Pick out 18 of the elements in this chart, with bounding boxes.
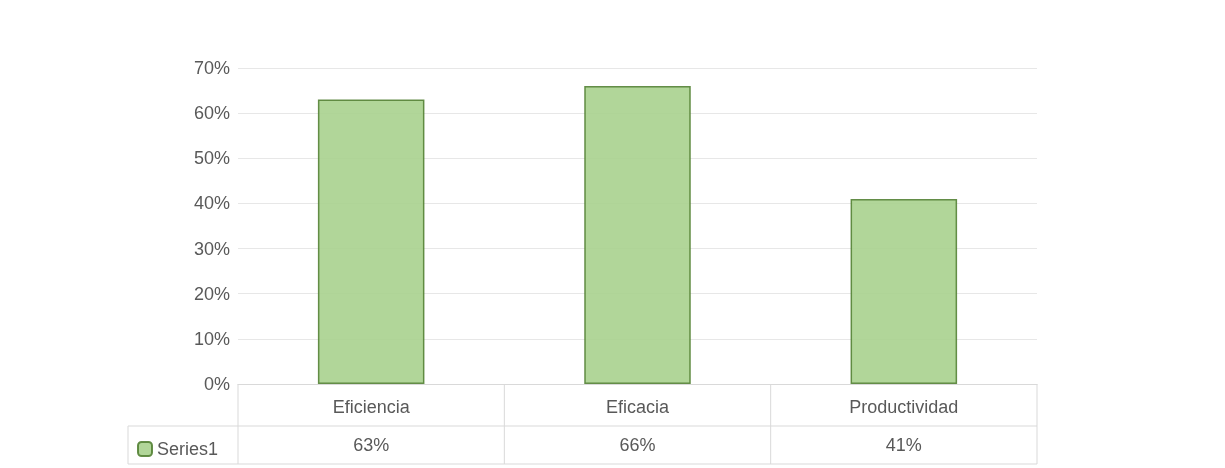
x-tick-label: Eficacia xyxy=(605,397,670,417)
bar xyxy=(584,86,691,384)
bar xyxy=(850,198,958,384)
data-label: 63% xyxy=(353,435,390,455)
y-tick-label: 0% xyxy=(203,374,230,394)
data-label: 41% xyxy=(885,435,922,455)
legend-label: Series1 xyxy=(157,439,219,459)
y-tick-label: 20% xyxy=(193,283,230,304)
y-tick-label: 40% xyxy=(193,193,230,214)
y-tick-label: 30% xyxy=(193,238,230,259)
x-tick-label: Productividad xyxy=(849,397,959,417)
y-tick-label: 60% xyxy=(193,103,230,124)
y-tick-label: 50% xyxy=(193,148,230,169)
y-tick-label: 10% xyxy=(193,328,230,349)
bar xyxy=(317,99,425,384)
y-tick-label: 70% xyxy=(193,58,230,78)
x-tick-label: Eficiencia xyxy=(332,397,411,417)
data-label: 66% xyxy=(619,435,656,455)
